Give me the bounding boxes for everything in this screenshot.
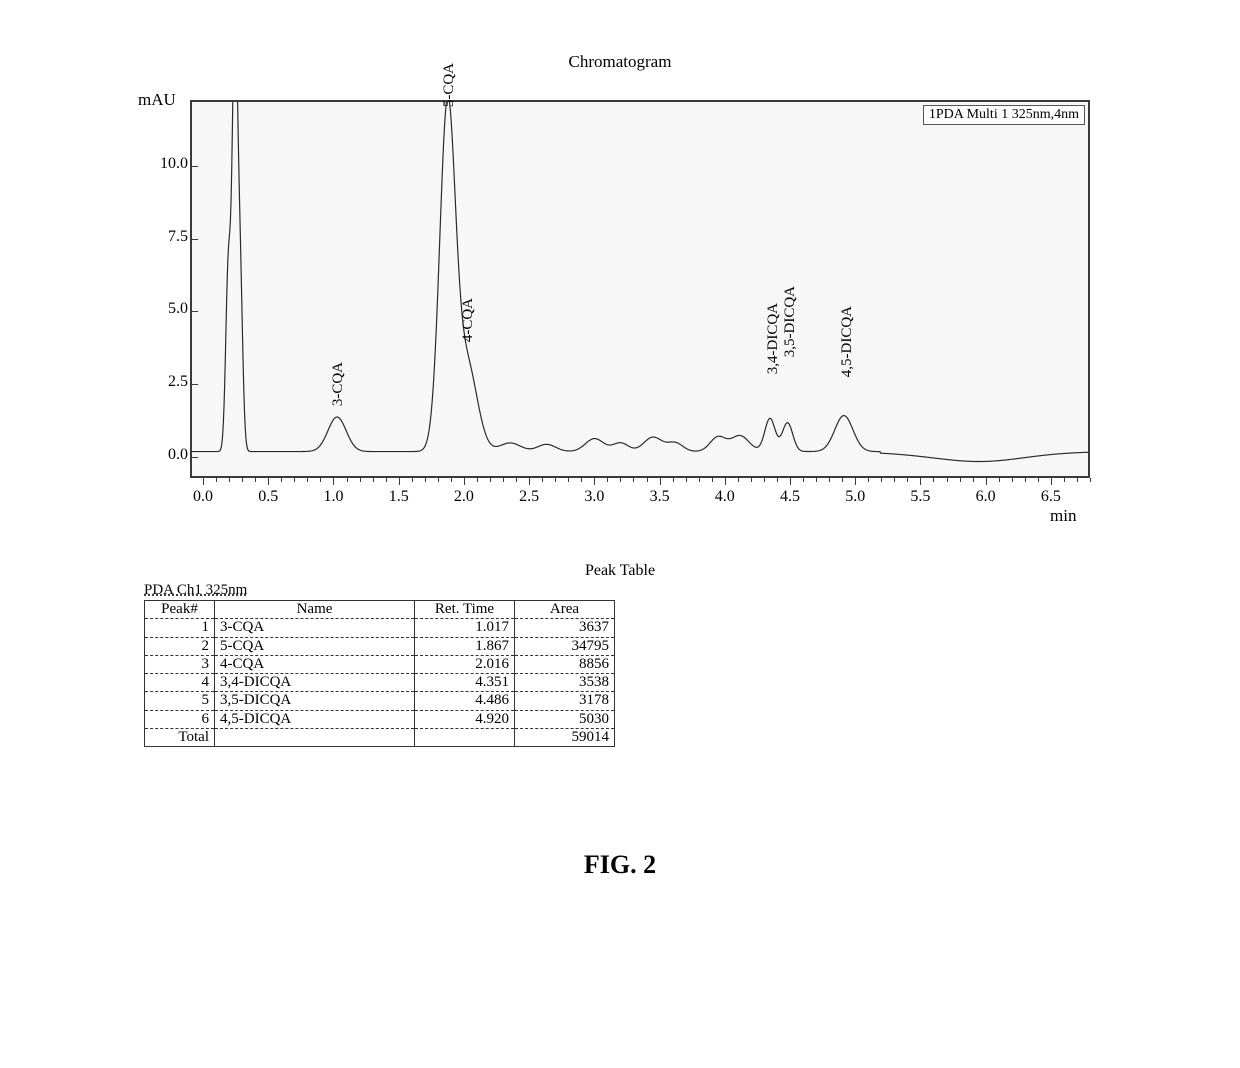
y-tick-label: 2.5 bbox=[140, 373, 188, 391]
table-cell: 3,5-DICQA bbox=[215, 692, 415, 710]
table-cell: 5030 bbox=[515, 710, 615, 728]
y-axis-ticks: 0.0 2.5 5.0 7.5 10.0 bbox=[140, 100, 188, 478]
peak-table-title: Peak Table bbox=[0, 562, 1240, 580]
table-body: 13-CQA1.017363725-CQA1.8673479534-CQA2.0… bbox=[145, 619, 615, 747]
table-cell: 3637 bbox=[515, 619, 615, 637]
table-cell: 3178 bbox=[515, 692, 615, 710]
table-cell: 1.017 bbox=[415, 619, 515, 637]
table-cell: 8856 bbox=[515, 655, 615, 673]
x-tick-label: 5.5 bbox=[910, 488, 930, 506]
figure-caption: FIG. 2 bbox=[0, 850, 1240, 880]
table-cell: 4.486 bbox=[415, 692, 515, 710]
x-tick-label: 4.0 bbox=[715, 488, 735, 506]
chromatogram-trace bbox=[192, 102, 1088, 476]
table-cell: 59014 bbox=[515, 728, 615, 746]
y-tick-label: 10.0 bbox=[140, 155, 188, 173]
peak-label: 3-CQA bbox=[330, 362, 347, 406]
table-row: 25-CQA1.86734795 bbox=[145, 637, 615, 655]
table-cell: 4,5-DICQA bbox=[215, 710, 415, 728]
table-row: 53,5-DICQA4.4863178 bbox=[145, 692, 615, 710]
table-header-cell: Ret. Time bbox=[415, 601, 515, 619]
table-cell: 3 bbox=[145, 655, 215, 673]
peak-table: Peak#NameRet. TimeArea 13-CQA1.017363725… bbox=[144, 600, 615, 747]
x-tick-label: 3.0 bbox=[584, 488, 604, 506]
x-tick-label: 0.5 bbox=[258, 488, 278, 506]
peak-label: 4,5-DICQA bbox=[839, 306, 856, 377]
table-cell: 3538 bbox=[515, 674, 615, 692]
table-cell: 2 bbox=[145, 637, 215, 655]
table-cell: 3,4-DICQA bbox=[215, 674, 415, 692]
chart-title: Chromatogram bbox=[0, 52, 1240, 72]
y-tick-label: 5.0 bbox=[140, 300, 188, 318]
table-cell: 1 bbox=[145, 619, 215, 637]
table-row: 34-CQA2.0168856 bbox=[145, 655, 615, 673]
peak-label: 4-CQA bbox=[460, 298, 477, 342]
y-tick-label: 7.5 bbox=[140, 228, 188, 246]
x-axis-label: min bbox=[1050, 506, 1076, 526]
x-tick-label: 2.0 bbox=[454, 488, 474, 506]
x-tick-label: 6.5 bbox=[1041, 488, 1061, 506]
x-axis-ticks: 0.0 0.5 1.0 1.5 2.0 2.5 3.0 3.5 4.0 4.5 5.0 5.5 6.0 6… bbox=[190, 478, 1090, 508]
table-row: 43,4-DICQA4.3513538 bbox=[145, 674, 615, 692]
x-tick-label: 1.5 bbox=[389, 488, 409, 506]
x-tick-label: 6.0 bbox=[976, 488, 996, 506]
table-header-cell: Area bbox=[515, 601, 615, 619]
table-cell bbox=[215, 728, 415, 746]
table-cell: 3-CQA bbox=[215, 619, 415, 637]
x-tick-label: 0.0 bbox=[193, 488, 213, 506]
table-row: Total 59014 bbox=[145, 728, 615, 746]
x-tick-label: 4.5 bbox=[780, 488, 800, 506]
peak-label: 5-CQA bbox=[441, 63, 458, 107]
table-cell: 4.351 bbox=[415, 674, 515, 692]
table-header-cell: Name bbox=[215, 601, 415, 619]
x-tick-label: 2.5 bbox=[519, 488, 539, 506]
table-row: 64,5-DICQA4.9205030 bbox=[145, 710, 615, 728]
peak-label: 3,5-DICQA bbox=[782, 286, 799, 357]
x-tick-label: 1.0 bbox=[323, 488, 343, 506]
table-cell: 4.920 bbox=[415, 710, 515, 728]
table-cell: Total bbox=[145, 728, 215, 746]
channel-label: PDA Ch1 325nm bbox=[144, 582, 247, 599]
table-row: 13-CQA1.0173637 bbox=[145, 619, 615, 637]
table-cell: 4 bbox=[145, 674, 215, 692]
table-cell bbox=[415, 728, 515, 746]
table-cell: 1.867 bbox=[415, 637, 515, 655]
table-header-row: Peak#NameRet. TimeArea bbox=[145, 601, 615, 619]
table-cell: 34795 bbox=[515, 637, 615, 655]
table-header-cell: Peak# bbox=[145, 601, 215, 619]
y-tick-label: 0.0 bbox=[140, 446, 188, 464]
peak-label: 3,4-DICQA bbox=[765, 303, 782, 374]
table-cell: 5 bbox=[145, 692, 215, 710]
chromatogram-plot-area: 1PDA Multi 1 325nm,4nm 3-CQA5-CQA4-CQA3,… bbox=[190, 100, 1090, 478]
x-tick-label: 3.5 bbox=[650, 488, 670, 506]
table-cell: 2.016 bbox=[415, 655, 515, 673]
x-tick-label: 5.0 bbox=[845, 488, 865, 506]
table-cell: 6 bbox=[145, 710, 215, 728]
table-cell: 4-CQA bbox=[215, 655, 415, 673]
table-cell: 5-CQA bbox=[215, 637, 415, 655]
